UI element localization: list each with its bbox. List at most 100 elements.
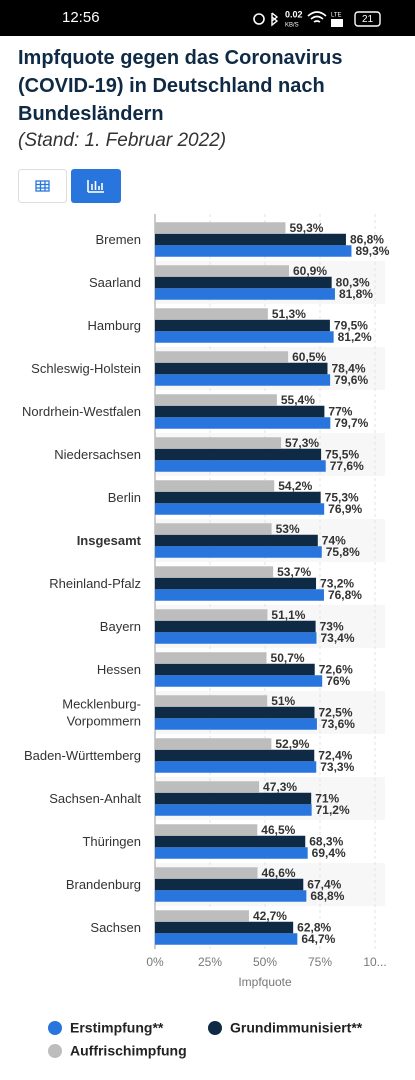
- bar: [155, 878, 304, 891]
- value-label: 89,3%: [355, 244, 389, 258]
- bar: [155, 394, 277, 406]
- bar: [155, 867, 258, 879]
- bar: [155, 652, 267, 664]
- status-bar: 12:56 0.02 KB/S LTE 21: [0, 0, 415, 36]
- battery-level: 21: [362, 14, 374, 25]
- y-tick-label: Nordrhein-Westfalen: [22, 404, 141, 419]
- value-label: 68,3%: [309, 835, 343, 849]
- status-icons: 0.02 KB/S LTE 21: [253, 9, 381, 29]
- bar: [155, 417, 331, 429]
- bar: [155, 374, 331, 386]
- bar: [155, 738, 272, 750]
- bar: [155, 276, 332, 289]
- value-label: 47,3%: [263, 780, 297, 794]
- bar: [155, 663, 315, 676]
- bar: [155, 480, 275, 492]
- bar: [155, 890, 307, 902]
- bar: [155, 233, 346, 246]
- value-label: 50,7%: [271, 651, 305, 665]
- value-label: 53,7%: [277, 565, 311, 579]
- y-tick-label: Rheinland-Pfalz: [49, 576, 141, 591]
- value-label: 79,5%: [334, 319, 368, 333]
- x-tick-label: 50%: [253, 955, 277, 969]
- bar: [155, 632, 317, 644]
- legend-label: Auffrischimpfung: [70, 1043, 187, 1059]
- value-label: 75,8%: [326, 545, 360, 559]
- bar: [155, 706, 315, 719]
- bar: [155, 695, 268, 707]
- bar: [155, 331, 334, 343]
- bar: [155, 245, 352, 257]
- value-label: 46,5%: [261, 823, 295, 837]
- value-label: 79,7%: [334, 416, 368, 430]
- value-label: 80,3%: [336, 276, 370, 290]
- value-label: 73,4%: [320, 631, 354, 645]
- value-label: 76,8%: [328, 588, 362, 602]
- y-tick-label: Saarland: [89, 275, 141, 290]
- bar: [155, 781, 260, 793]
- battery-icon: [354, 11, 381, 27]
- value-label: 79,6%: [334, 373, 368, 387]
- y-tick-label: Sachsen: [90, 920, 141, 935]
- value-label: 57,3%: [285, 436, 319, 450]
- value-label: 73,6%: [321, 717, 355, 731]
- y-tick-label: Sachsen-Anhalt: [49, 791, 141, 806]
- signal-icon: [331, 19, 343, 27]
- value-label: 68,8%: [310, 889, 344, 903]
- y-tick-label: Thüringen: [82, 834, 141, 849]
- network: LTE: [331, 13, 342, 19]
- value-label: 42,7%: [253, 909, 287, 923]
- legend-swatch: [48, 1021, 62, 1035]
- value-label: 77,6%: [330, 459, 364, 473]
- bar: [155, 566, 274, 578]
- value-label: 73%: [320, 620, 344, 634]
- bar: [155, 921, 294, 934]
- bar: [155, 351, 289, 363]
- bar: [155, 319, 330, 332]
- value-label: 81,8%: [339, 287, 373, 301]
- value-label: 54,2%: [278, 479, 312, 493]
- bar: [155, 589, 324, 601]
- bar: [155, 460, 326, 472]
- y-tick-label: Bayern: [100, 619, 141, 634]
- bar: [155, 523, 272, 535]
- value-label: 73,3%: [320, 760, 354, 774]
- bar: [155, 222, 286, 234]
- bar: [155, 933, 298, 945]
- value-label: 74%: [322, 534, 346, 548]
- bar: [155, 491, 321, 504]
- bar: [155, 824, 258, 836]
- value-label: 52,9%: [275, 737, 309, 751]
- chart-title: Impfquote gegen das Coronavirus (COVID-1…: [18, 47, 343, 125]
- x-tick-label: 10...: [363, 955, 386, 969]
- value-label: 72,6%: [319, 663, 353, 677]
- value-label: 46,6%: [262, 866, 296, 880]
- x-tick-label: 25%: [198, 955, 222, 969]
- bar: [155, 804, 312, 816]
- value-label: 75,3%: [325, 491, 359, 505]
- bar: [155, 448, 322, 461]
- bluetooth-icon: [271, 12, 279, 27]
- y-tick-label: Niedersachsen: [54, 447, 141, 462]
- speed: 0.02: [285, 9, 303, 19]
- alarm-icon: [253, 13, 265, 25]
- value-label: 81,2%: [338, 330, 372, 344]
- y-tick-label: Bremen: [95, 232, 141, 247]
- table-button[interactable]: [18, 169, 67, 203]
- value-label: 53%: [276, 522, 300, 536]
- bar: [155, 620, 316, 633]
- y-tick-label: Schleswig-Holstein: [31, 361, 141, 376]
- wifi-icon: [307, 11, 327, 23]
- bar: [155, 437, 282, 449]
- bar: [155, 609, 268, 621]
- x-tick-label: 0%: [146, 955, 164, 969]
- bar: [155, 546, 322, 558]
- bar: [155, 847, 308, 859]
- value-label: 71%: [315, 792, 339, 806]
- value-label: 78,4%: [331, 362, 365, 376]
- bar: [155, 288, 335, 300]
- y-tick-label: Mecklenburg-Vorpommern: [62, 697, 141, 729]
- value-label: 51%: [271, 694, 295, 708]
- value-label: 64,7%: [301, 932, 335, 946]
- y-tick-label: Baden-Württemberg: [24, 748, 141, 763]
